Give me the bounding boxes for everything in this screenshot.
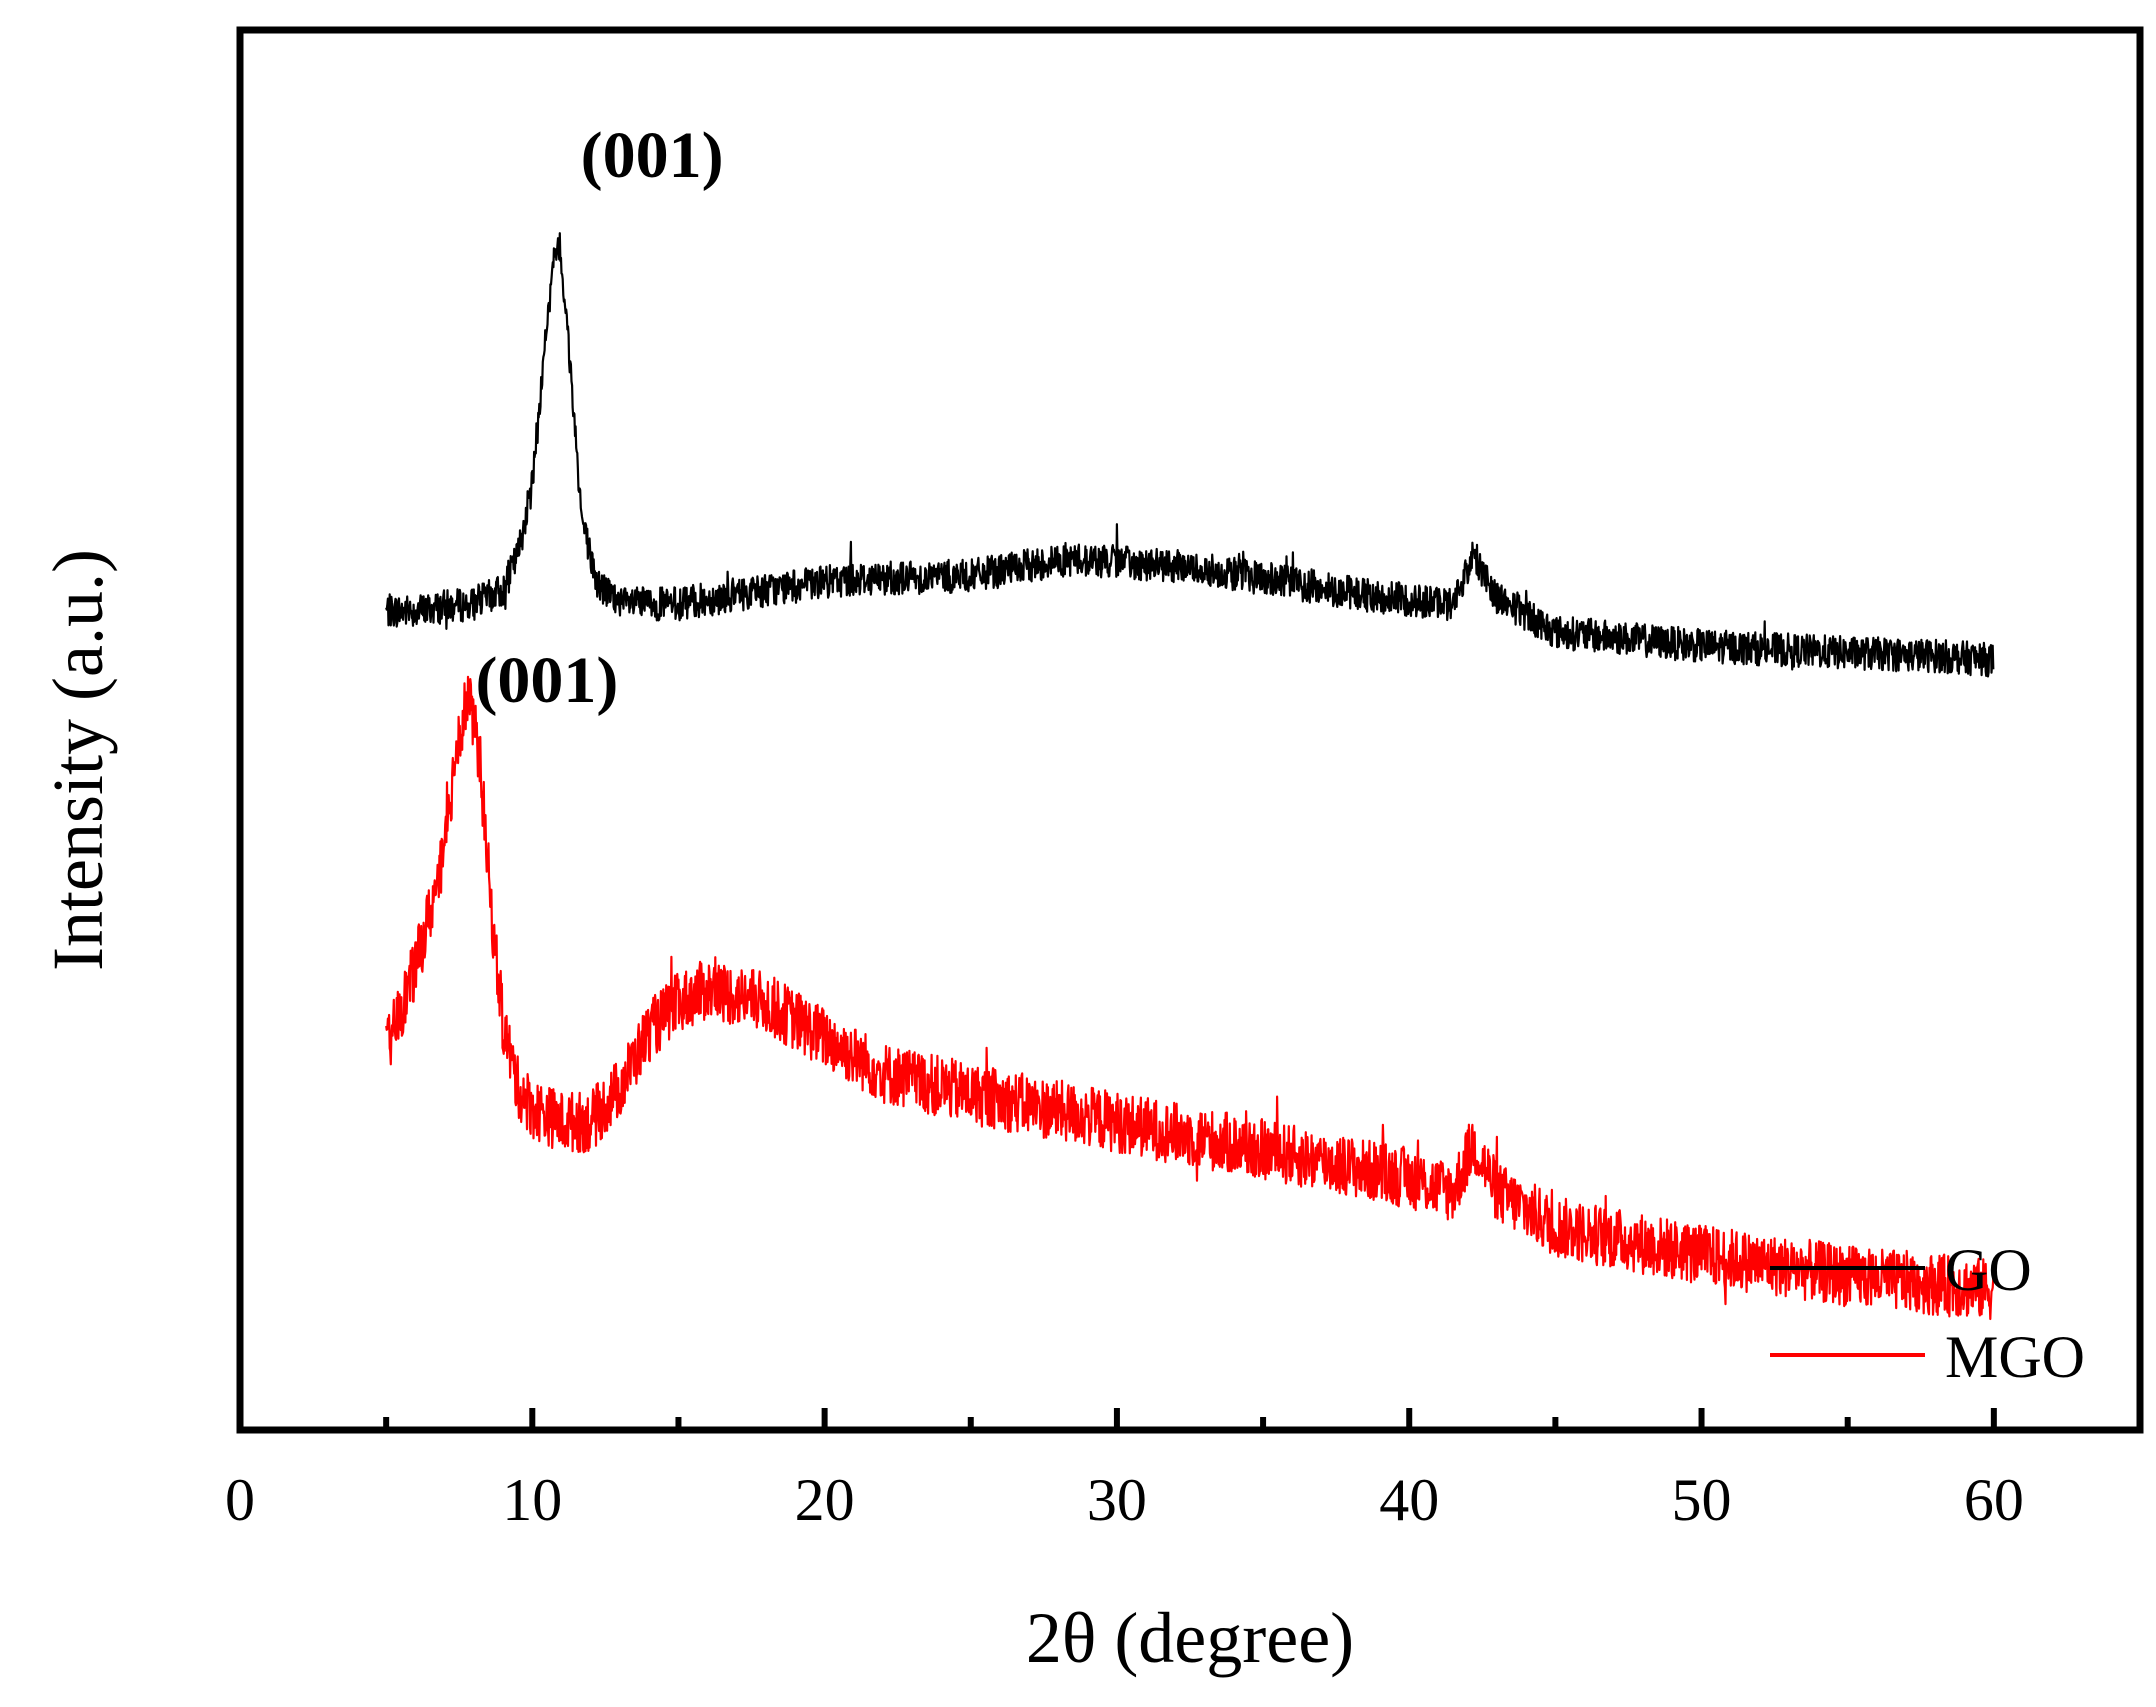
x-axis-ticks: 0 10 20 30 40 50 60 <box>225 1408 2024 1533</box>
legend: GO MGO <box>1770 1237 2085 1390</box>
series-line-go <box>385 232 1995 678</box>
x-tick-label-20: 20 <box>795 1467 855 1533</box>
x-tick-label-60: 60 <box>1964 1467 2024 1533</box>
go-peak-annotation: (001) <box>581 119 724 192</box>
x-tick-label-0: 0 <box>225 1467 255 1533</box>
x-tick-label-40: 40 <box>1379 1467 1439 1533</box>
x-axis-label: 2θ (degree) <box>1026 1598 1354 1678</box>
series-layer <box>385 232 1995 1321</box>
x-tick-label-30: 30 <box>1087 1467 1147 1533</box>
plot-frame <box>236 26 2144 1434</box>
legend-label-go: GO <box>1945 1237 2032 1303</box>
series-line-mgo <box>385 675 1995 1321</box>
x-tick-label-10: 10 <box>502 1467 562 1533</box>
x-tick-label-50: 50 <box>1672 1467 1732 1533</box>
legend-label-mgo: MGO <box>1945 1324 2085 1390</box>
y-axis-label: Intensity (a.u.) <box>38 549 118 971</box>
mgo-peak-annotation: (001) <box>475 644 618 717</box>
